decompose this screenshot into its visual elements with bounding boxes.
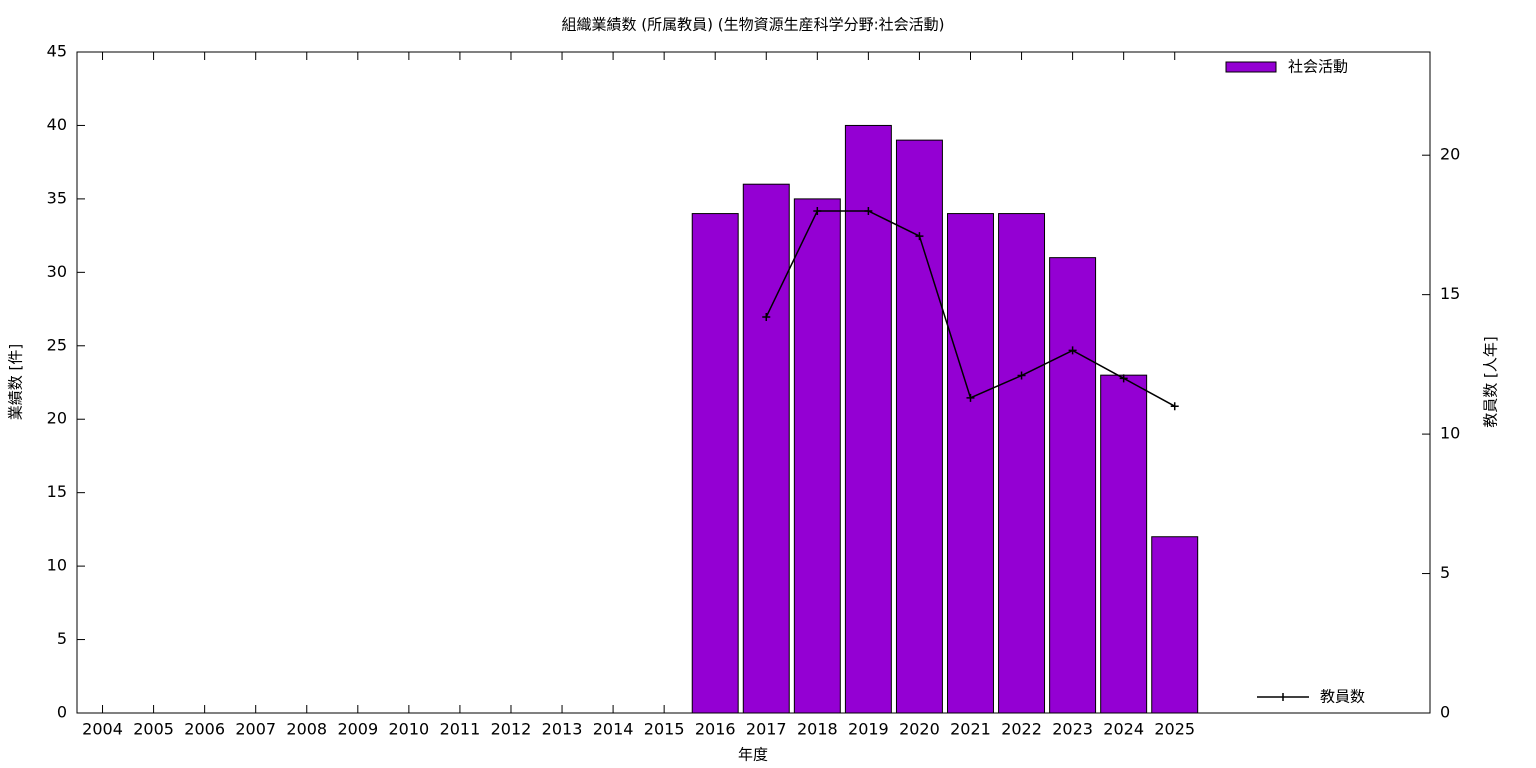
legend-swatch — [1225, 61, 1277, 73]
point — [1017, 371, 1026, 380]
y-tick-label: 5 — [57, 629, 67, 648]
y-tick-label: 40 — [47, 115, 67, 134]
x-tick-label: 2009 — [337, 720, 378, 739]
x-tick-label: 2011 — [440, 720, 481, 739]
bar — [691, 213, 739, 714]
y-tick-label: 0 — [57, 703, 67, 722]
y2-tick-label: 0 — [1440, 703, 1450, 722]
chart-title: 組織業績数 (所属教員) (生物資源生産科学分野:社会活動) — [561, 16, 944, 34]
bar — [742, 183, 790, 714]
x-tick-label: 2007 — [235, 720, 276, 739]
y-tick-label: 30 — [47, 262, 67, 281]
x-tick-label: 2013 — [542, 720, 583, 739]
x-tick-label: 2006 — [184, 720, 225, 739]
x-tick-label: 2005 — [133, 720, 174, 739]
point — [864, 206, 873, 215]
x-axis-label: 年度 — [738, 746, 768, 764]
y2-axis-label: 教員数 [人年] — [1482, 336, 1500, 427]
legend-line — [1257, 693, 1309, 701]
x-tick-label: 2012 — [491, 720, 532, 739]
x-tick-label: 2015 — [644, 720, 685, 739]
legend-label: 社会活動 — [1288, 58, 1348, 76]
x-tick-label: 2014 — [593, 720, 634, 739]
x-tick-label: 2010 — [389, 720, 430, 739]
point — [1170, 402, 1179, 411]
y-tick-label: 15 — [47, 482, 67, 501]
point — [813, 206, 822, 215]
bar — [895, 139, 943, 714]
point — [966, 393, 975, 402]
legend-label: 教員数 — [1320, 688, 1365, 706]
x-tick-label: 2025 — [1154, 720, 1195, 739]
y-axis-label: 業績数 [件] — [7, 344, 25, 420]
x-tick-label: 2023 — [1052, 720, 1093, 739]
x-tick-label: 2019 — [848, 720, 889, 739]
y-tick-label: 20 — [47, 409, 67, 428]
bar — [793, 198, 841, 714]
y-tick-label: 45 — [47, 42, 67, 61]
x-tick-label: 2020 — [899, 720, 940, 739]
bar — [1049, 257, 1097, 714]
y-tick-label: 10 — [47, 556, 67, 575]
x-tick-label: 2018 — [797, 720, 838, 739]
x-tick-label: 2016 — [695, 720, 736, 739]
x-tick-label: 2004 — [82, 720, 123, 739]
y-tick-label: 35 — [47, 188, 67, 207]
x-tick-label: 2017 — [746, 720, 787, 739]
point — [915, 232, 924, 241]
y-tick-label: 25 — [47, 335, 67, 354]
point — [1119, 374, 1128, 383]
y2-tick-label: 10 — [1440, 424, 1460, 443]
y2-tick-label: 5 — [1440, 563, 1450, 582]
x-tick-label: 2008 — [286, 720, 327, 739]
point — [762, 312, 771, 321]
y2-tick-label: 15 — [1440, 284, 1460, 303]
y2-tick-label: 20 — [1440, 145, 1460, 164]
x-tick-label: 2021 — [950, 720, 991, 739]
bar — [947, 213, 994, 714]
bar — [1100, 374, 1148, 714]
bar — [844, 124, 892, 714]
x-tick-label: 2024 — [1103, 720, 1144, 739]
x-tick-label: 2022 — [1001, 720, 1042, 739]
point — [1068, 346, 1077, 355]
bar — [998, 213, 1046, 714]
bar — [1151, 536, 1199, 714]
